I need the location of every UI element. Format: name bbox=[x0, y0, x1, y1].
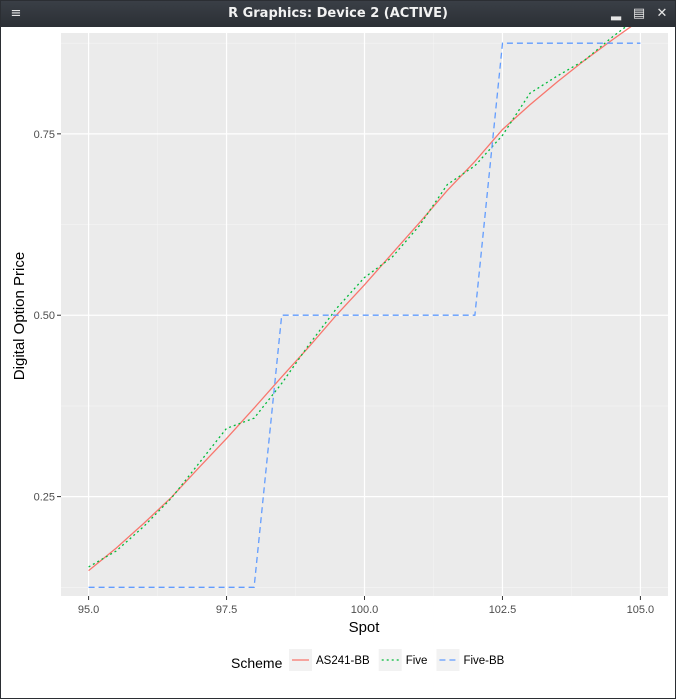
series-line-five bbox=[88, 27, 627, 568]
x-tick-label: 102.5 bbox=[489, 604, 517, 616]
x-tick-label: 97.5 bbox=[216, 604, 237, 616]
y-tick-label: 0.75 bbox=[34, 129, 55, 141]
legend-label-as241-bb: AS241-BB bbox=[316, 655, 370, 667]
legend-title: Scheme bbox=[231, 655, 283, 671]
chart-canvas: 95.0 97.5 100.0 102.5 105.0 0.25 0.50 0.75 Spot… bbox=[1, 27, 675, 698]
x-tick-label: 105.0 bbox=[627, 604, 655, 616]
axis-ticks bbox=[57, 133, 641, 600]
y-tick-label: 0.25 bbox=[34, 492, 55, 504]
legend-label-five-bb: Five-BB bbox=[463, 655, 504, 667]
title-bar[interactable]: ≡ R Graphics: Device 2 (ACTIVE) ▂ ▤ ✕ bbox=[1, 1, 675, 27]
legend-label-five: Five bbox=[406, 655, 428, 667]
x-tick-label: 95.0 bbox=[78, 604, 99, 616]
series-line-five-bb bbox=[88, 42, 641, 588]
y-axis-title: Digital Option Price bbox=[11, 252, 28, 380]
axis-tick-labels: 95.0 97.5 100.0 102.5 105.0 0.25 0.50 0.75 bbox=[34, 129, 655, 616]
y-tick-label: 0.50 bbox=[34, 310, 55, 322]
close-icon[interactable]: ✕ bbox=[656, 6, 668, 21]
major-grid bbox=[61, 33, 668, 596]
x-axis-title: Spot bbox=[349, 619, 381, 636]
window-title: R Graphics: Device 2 (ACTIVE) bbox=[228, 6, 448, 21]
maximize-icon[interactable]: ▤ bbox=[632, 6, 646, 21]
x-tick-label: 100.0 bbox=[351, 604, 379, 616]
hamburger-menu-icon[interactable]: ≡ bbox=[10, 6, 22, 21]
legend-key-five bbox=[378, 649, 402, 671]
legend: Scheme AS241-BB Five Five-BB bbox=[231, 649, 505, 671]
series-line-as241-bb bbox=[88, 27, 632, 572]
minimize-icon[interactable]: ▂ bbox=[611, 6, 621, 21]
series-layer bbox=[88, 27, 641, 588]
legend-key-five-bb bbox=[436, 649, 460, 671]
